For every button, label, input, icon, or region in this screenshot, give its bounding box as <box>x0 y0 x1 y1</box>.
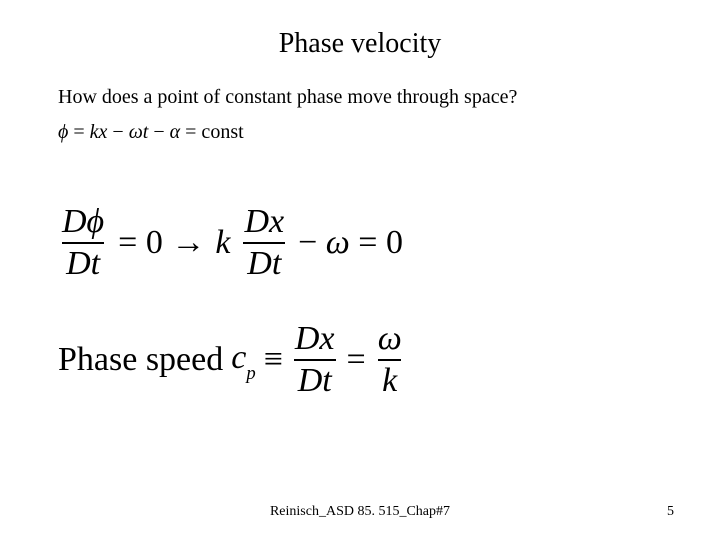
equiv-sign: ≡ <box>264 341 283 379</box>
frac-den: k <box>378 359 401 399</box>
phi-definition: ϕ = kx − ωt − α = const <box>58 121 680 144</box>
p-subscript: p <box>246 363 255 384</box>
frac-den: Dt <box>62 242 104 282</box>
slide-title: Phase velocity <box>40 28 680 60</box>
question-text: How does a point of constant phase move … <box>58 86 680 109</box>
frac-den: Dt <box>243 242 285 282</box>
frac-omega-k: ω k <box>374 321 406 398</box>
frac-dx-dt-2: Dx Dt <box>291 321 339 398</box>
frac-num: ω <box>374 321 406 359</box>
c-letter: c <box>231 339 246 376</box>
phi-rhs: kx − ωt − α = const <box>90 121 244 143</box>
page-number: 5 <box>667 504 674 520</box>
eq-sign: = <box>68 121 89 143</box>
phase-speed-eq: Phase speed cp ≡ Dx Dt = ω k <box>58 321 680 398</box>
footer-citation: Reinisch_ASD 85. 515_Chap#7 <box>0 504 720 520</box>
frac-den: Dt <box>294 359 336 399</box>
frac-dphi-dt: Dϕ Dt <box>58 204 108 281</box>
phi-symbol: ϕ <box>58 121 68 143</box>
cp-symbol: cp <box>231 339 255 382</box>
frac-num: Dϕ <box>58 204 108 242</box>
equals-zero-arrow: = 0 → <box>118 224 205 262</box>
minus-omega-zero: − ω = 0 <box>298 224 403 262</box>
phase-speed-label: Phase speed <box>58 341 223 379</box>
slide: Phase velocity How does a point of const… <box>0 0 720 540</box>
frac-dx-dt: Dx Dt <box>240 204 288 281</box>
k-symbol: k <box>215 224 230 262</box>
material-derivative-eq: Dϕ Dt = 0 → k Dx Dt − ω = 0 <box>58 204 680 281</box>
frac-num: Dx <box>291 321 339 359</box>
equals-sign: = <box>347 341 366 379</box>
frac-num: Dx <box>240 204 288 242</box>
